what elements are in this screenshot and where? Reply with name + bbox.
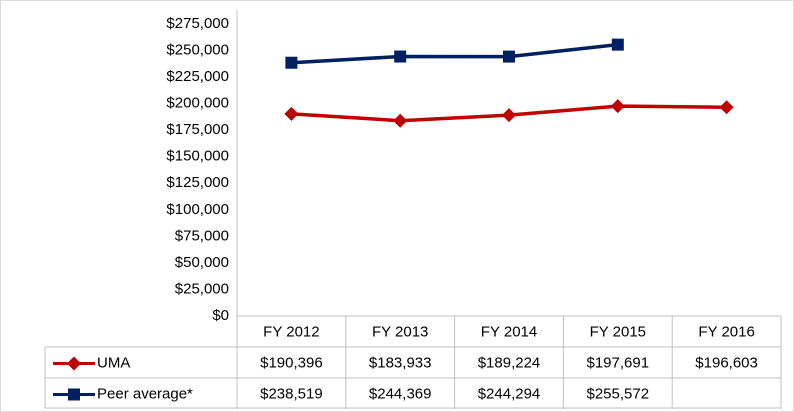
y-tick-label: $175,000 [166,121,229,138]
table-value: $255,572 [587,385,650,402]
data-point [719,100,734,115]
y-tick-label: $75,000 [175,227,229,244]
table-value: $190,396 [260,354,323,371]
legend-marker [68,388,80,401]
y-tick-label: $200,000 [166,95,229,112]
table-value: $183,933 [369,354,432,371]
table-value: $244,369 [369,385,432,402]
data-point [502,108,516,123]
data-point [393,113,408,128]
table-value: $189,224 [478,354,541,371]
x-tick-label: FY 2012 [263,323,319,340]
data-point [285,56,298,69]
y-tick-label: $50,000 [175,254,229,271]
y-tick-label: $100,000 [166,201,229,218]
x-tick-label: FY 2013 [372,323,428,340]
y-tick-label: $275,000 [166,15,229,32]
y-tick-label: $250,000 [166,42,229,59]
table-value: $244,294 [478,385,541,402]
y-tick-label: $25,000 [175,280,229,297]
y-tick-label: $0 [212,307,229,324]
x-tick-label: FY 2015 [590,323,646,340]
y-tick-label: $150,000 [166,148,229,165]
legend-label: UMA [97,354,130,371]
x-tick-label: FY 2016 [698,323,754,340]
y-tick-label: $225,000 [166,68,229,85]
data-point [611,38,624,51]
data-point [610,99,625,114]
legend-label: Peer average* [97,385,193,402]
table-value: $196,603 [695,354,758,371]
legend-marker [67,356,81,371]
data-point [503,50,515,63]
data-point [394,50,407,63]
table-value: $197,691 [587,354,650,371]
series-line [291,42,618,65]
x-tick-label: FY 2014 [481,323,537,340]
data-point [284,106,299,121]
y-tick-label: $125,000 [166,174,229,191]
table-value: $238,519 [260,385,323,402]
